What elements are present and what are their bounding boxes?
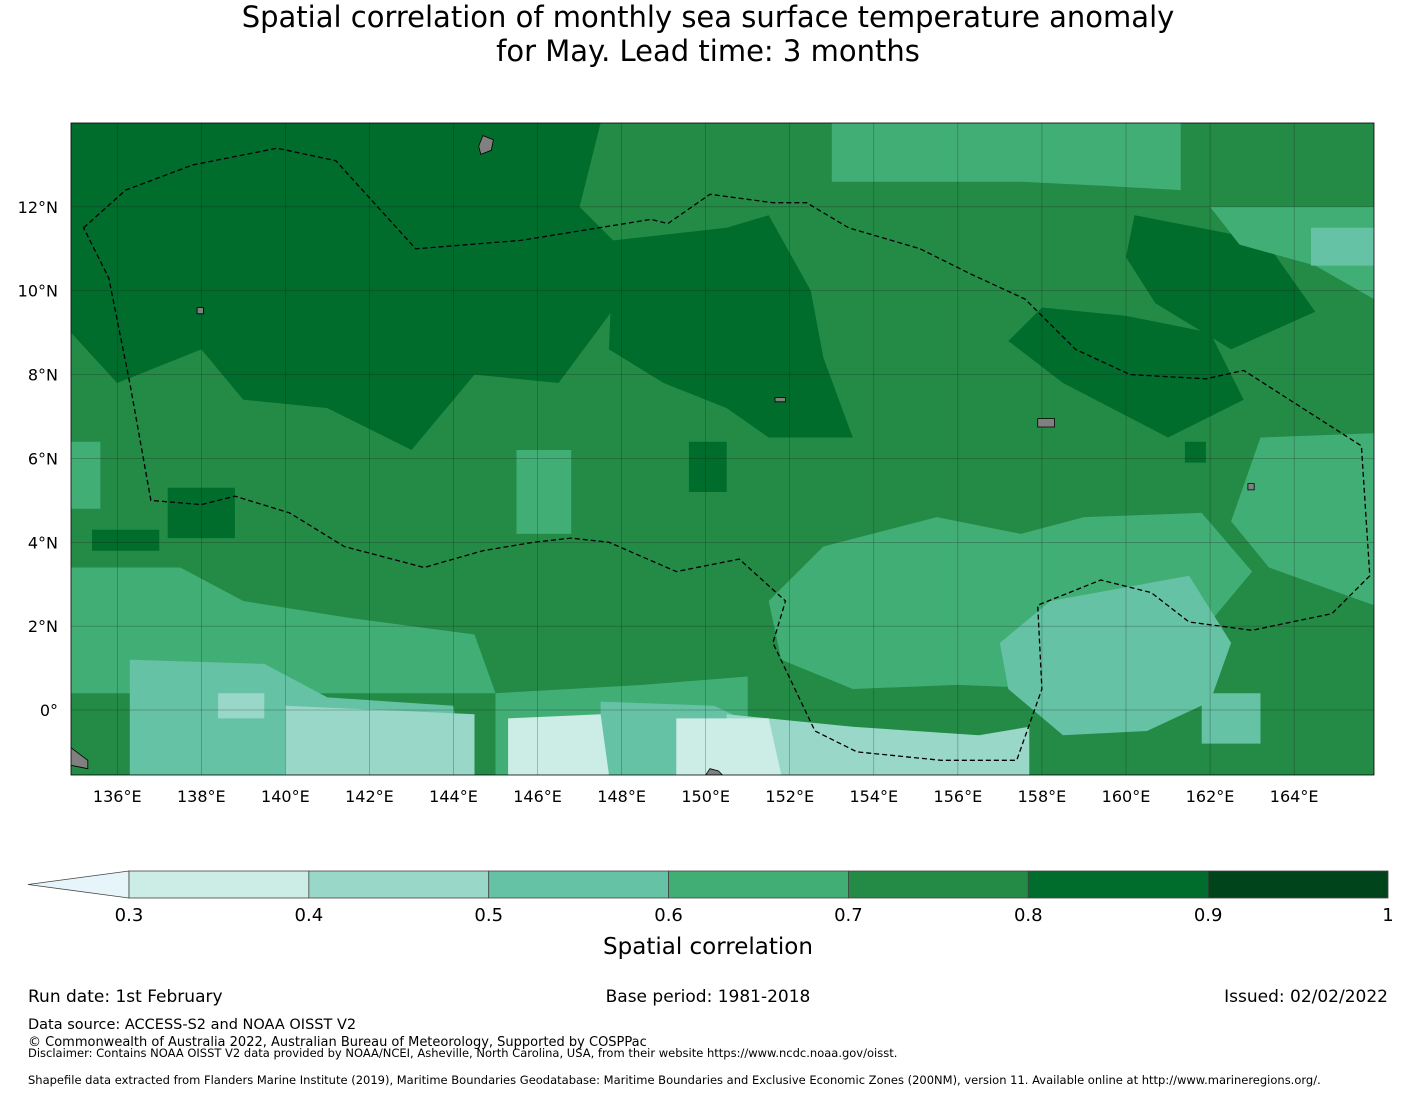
colorbar-tick: 0.6 [654, 905, 683, 926]
correlation-region [676, 718, 782, 775]
correlation-region [1201, 693, 1261, 744]
island [478, 135, 494, 155]
correlation-region [92, 529, 160, 551]
correlation-region [726, 714, 1030, 775]
correlation-region [71, 123, 643, 450]
issued-date: Issued: 02/02/2022 [1224, 987, 1388, 1007]
lat-tick-label: 12°N [18, 198, 58, 217]
island [1247, 483, 1255, 491]
copyright: © Commonwealth of Australia 2022, Austra… [28, 1035, 647, 1050]
lon-tick-label: 142°E [345, 787, 394, 806]
lon-tick-label: 152°E [765, 787, 814, 806]
lon-tick-label: 138°E [177, 787, 226, 806]
correlation-region [1184, 441, 1206, 463]
colorbar [27, 870, 1389, 899]
colorbar-label: Spatial correlation [603, 934, 813, 960]
lon-tick-label: 148°E [597, 787, 646, 806]
colorbar-segment [1027, 870, 1209, 899]
correlation-region [1311, 227, 1374, 266]
correlation-region [218, 693, 265, 719]
colorbar-tick: 0.7 [834, 905, 863, 926]
lon-tick-label: 160°E [1102, 787, 1151, 806]
colorbar-segment [128, 870, 310, 899]
latitude-tick-labels: 12°N 10°N 8°N 6°N 4°N 2°N 0° [18, 198, 58, 720]
correlation-region [71, 441, 101, 509]
island [1037, 418, 1055, 428]
lon-tick-label: 140°E [261, 787, 310, 806]
eez-boundary [82, 147, 1371, 761]
lat-tick-label: 8°N [28, 366, 58, 385]
chart-title: Spatial correlation of monthly sea surfa… [0, 0, 1416, 68]
gridlines [71, 123, 1374, 775]
colorbar-tick: 0.5 [474, 905, 503, 926]
island [71, 747, 89, 770]
colorbar-tick: 0.9 [1194, 905, 1223, 926]
correlation-region [1231, 433, 1374, 606]
map-frame [70, 122, 1375, 776]
lat-tick-label: 6°N [28, 449, 58, 468]
colorbar-segment [1207, 870, 1389, 899]
lon-tick-label: 144°E [429, 787, 478, 806]
colorbar-segment [668, 870, 849, 899]
colorbar-tick: 0.8 [1014, 905, 1043, 926]
lat-tick-label: 10°N [18, 282, 58, 301]
disclaimer: Disclaimer: Contains NOAA OISST V2 data … [28, 1046, 897, 1060]
lon-tick-label: 150°E [681, 787, 730, 806]
base-period: Base period: 1981-2018 [606, 987, 811, 1007]
data-source: Data source: ACCESS-S2 and NOAA OISST V2 [28, 1017, 356, 1033]
lon-tick-label: 156°E [934, 787, 983, 806]
title-line-1: Spatial correlation of monthly sea surfa… [241, 0, 1175, 34]
map-area [71, 123, 1374, 775]
lat-tick-label: 4°N [28, 533, 58, 552]
lat-tick-label: 0° [40, 701, 58, 720]
longitude-tick-labels: 136°E 138°E 140°E 142°E 144°E 146°E 148°E 150°E… [93, 787, 1319, 806]
colorbar-tick: 0.4 [295, 905, 324, 926]
correlation-region [516, 450, 572, 534]
correlation-region [609, 215, 853, 438]
colorbar-tick: 1 [1382, 905, 1393, 926]
lon-tick-label: 158°E [1018, 787, 1067, 806]
correlation-region [999, 575, 1232, 736]
run-date: Run date: 1st February [28, 987, 223, 1007]
lat-tick-label: 2°N [28, 617, 58, 636]
lon-tick-label: 146°E [513, 787, 562, 806]
colorbar-tick-labels: 0.3 0.4 0.5 0.6 0.7 0.8 0.9 1 [115, 905, 1394, 926]
correlation-region [831, 123, 1181, 191]
colorbar-segment [488, 870, 669, 899]
shapefile-credit: Shapefile data extracted from Flanders M… [28, 1073, 1321, 1087]
colorbar-tick: 0.3 [115, 905, 144, 926]
correlation-region [285, 705, 475, 775]
title-line-2: for May. Lead time: 3 months [496, 34, 920, 68]
lon-tick-label: 136°E [93, 787, 142, 806]
correlation-regions [71, 123, 1374, 775]
island [774, 397, 786, 403]
lon-tick-label: 154°E [849, 787, 898, 806]
lon-tick-label: 162°E [1186, 787, 1235, 806]
islands [71, 135, 1255, 775]
colorbar-segment [848, 870, 1029, 899]
colorbar-segment [308, 870, 490, 899]
correlation-region [508, 714, 609, 775]
correlation-region [688, 441, 727, 492]
island [705, 768, 724, 775]
lon-tick-label: 164°E [1270, 787, 1319, 806]
island [196, 307, 204, 315]
colorbar-extend-arrow [27, 870, 130, 899]
